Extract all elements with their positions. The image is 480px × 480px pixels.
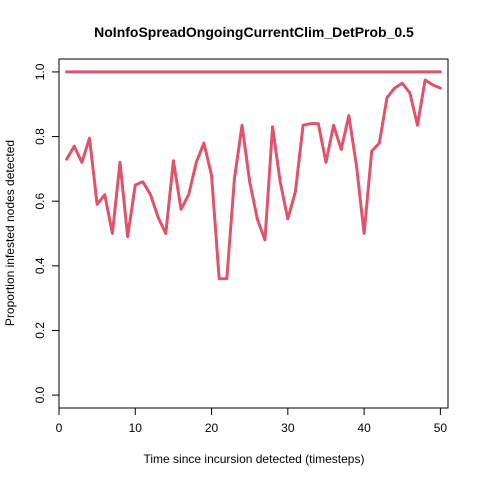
y-axis: 0.0 0.2 0.4 0.6 0.8 1.0 — [33, 63, 59, 403]
y-tick-label: 0.0 — [33, 386, 47, 403]
y-tick-label: 0.4 — [33, 257, 47, 274]
y-tick-label: 1.0 — [33, 63, 47, 80]
x-tick-label: 20 — [205, 421, 219, 435]
x-tick-label: 30 — [281, 421, 295, 435]
y-tick-label: 0.2 — [33, 322, 47, 339]
y-tick-label: 0.6 — [33, 193, 47, 210]
plot-frame — [58, 58, 449, 409]
x-tick-label: 0 — [56, 421, 63, 435]
series-layer — [65, 70, 442, 281]
x-tick-label: 40 — [357, 421, 371, 435]
x-axis: 0 10 20 30 40 50 — [56, 408, 448, 435]
series-line-2 — [65, 78, 442, 281]
y-tick-label: 0.8 — [33, 128, 47, 145]
y-axis-label: Proportion infested nodes detected — [3, 140, 17, 326]
x-axis-label: Time since incursion detected (timesteps… — [144, 452, 365, 466]
x-tick-label: 10 — [129, 421, 143, 435]
chart-title: NoInfoSpreadOngoingCurrentClim_DetProb_0… — [94, 24, 414, 40]
x-tick-label: 50 — [434, 421, 448, 435]
